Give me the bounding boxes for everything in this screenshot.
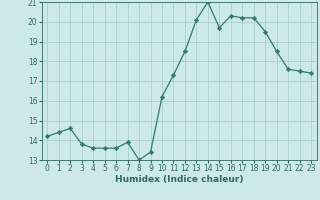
X-axis label: Humidex (Indice chaleur): Humidex (Indice chaleur) (115, 175, 244, 184)
